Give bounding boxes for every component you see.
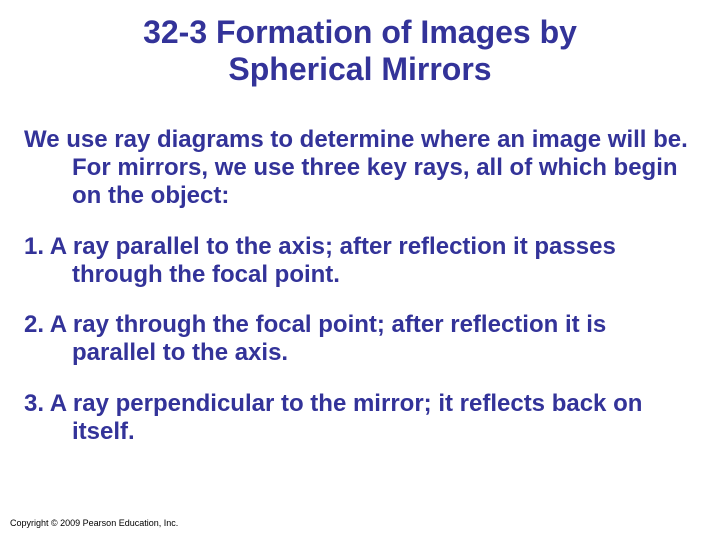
ray-rule-2: 2. A ray through the focal point; after …	[24, 311, 696, 368]
title-line-1: 32-3 Formation of Images by	[143, 14, 577, 50]
ray-rule-1: 1. A ray parallel to the axis; after ref…	[24, 233, 696, 290]
intro-paragraph: We use ray diagrams to determine where a…	[24, 126, 696, 211]
ray-rule-3: 3. A ray perpendicular to the mirror; it…	[24, 390, 696, 447]
body-text: We use ray diagrams to determine where a…	[24, 126, 696, 447]
slide-container: 32-3 Formation of Images by Spherical Mi…	[0, 0, 720, 540]
title-line-2: Spherical Mirrors	[228, 51, 491, 87]
slide-title: 32-3 Formation of Images by Spherical Mi…	[24, 14, 696, 88]
copyright-notice: Copyright © 2009 Pearson Education, Inc.	[10, 518, 178, 528]
